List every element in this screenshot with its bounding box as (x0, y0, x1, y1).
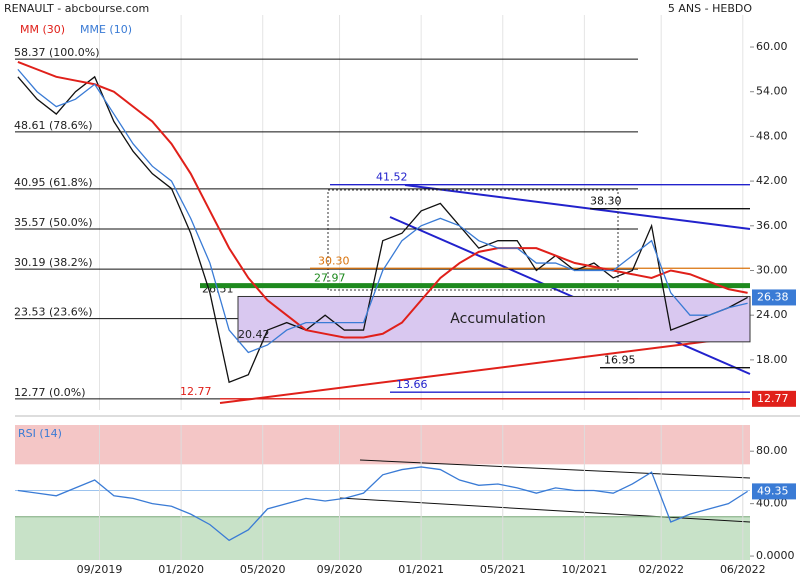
fib-label: 35.57 (50.0%) (14, 216, 93, 229)
level-label: 27.97 (314, 272, 346, 285)
range-box (327, 189, 619, 291)
overbought-zone (15, 425, 750, 465)
level-label: 12.77 (180, 385, 212, 398)
x-tick-label: 10/2021 (562, 563, 608, 576)
x-tick-label: 05/2020 (240, 563, 286, 576)
series-line (17, 466, 748, 542)
chart-subtitle: 5 ANS - HEBDO (668, 2, 752, 15)
level-label: 41.52 (376, 171, 408, 184)
x-tick-label: 01/2020 (158, 563, 204, 576)
level-label: 16.95 (604, 354, 636, 367)
x-tick-label: 05/2021 (480, 563, 526, 576)
level-label: 30.30 (318, 254, 350, 267)
y-tick-label: 80.00 (756, 444, 788, 457)
fib-label: 48.61 (78.6%) (14, 119, 93, 132)
x-tick-label: 02/2022 (638, 563, 684, 576)
fib-label: 12.77 (0.0%) (14, 386, 86, 399)
series-line (17, 68, 748, 354)
x-tick-label: 09/2020 (317, 563, 363, 576)
y-tick-label: 0.0000 (756, 549, 795, 562)
y-tick-label: 24.00 (756, 308, 788, 321)
y-tick-label: 18.00 (756, 353, 788, 366)
y-tick-label: 36.00 (756, 219, 788, 232)
y-tick-label: 42.00 (756, 174, 788, 187)
trend-line (389, 216, 751, 375)
y-tick-label: 54.00 (756, 85, 788, 98)
panel-title: RSI (14) (18, 427, 62, 440)
y-tick-label: 60.00 (756, 40, 788, 53)
level-label: 13.66 (396, 378, 428, 391)
fib-label: 23.53 (23.6%) (14, 306, 93, 319)
x-tick-label: 09/2019 (77, 563, 123, 576)
x-tick-label: 06/2022 (720, 563, 766, 576)
trend-line (404, 184, 751, 230)
oversold-zone (15, 516, 750, 560)
last-value-tag (752, 483, 796, 500)
level-label: 38.30 (590, 195, 622, 208)
trend-line (359, 459, 751, 479)
fib-label: 30.19 (38.2%) (14, 256, 93, 269)
chart-title: RENAULT - abcbourse.com (4, 2, 149, 15)
y-tick-label: 30.00 (756, 263, 788, 276)
y-tick-label: 40.00 (756, 497, 788, 510)
level-label: 20.42 (238, 328, 270, 341)
legend-mm: MM (30) (20, 23, 65, 36)
last-value-tag (752, 289, 796, 306)
legend-mme: MME (10) (80, 23, 132, 36)
accumulation-label: Accumulation (450, 311, 545, 327)
y-tick-label: 48.00 (756, 129, 788, 142)
trend-line (219, 335, 751, 404)
price-tag-label: 12.77 (757, 392, 789, 405)
fib-label: 58.37 (100.0%) (14, 46, 100, 59)
x-tick-label: 01/2021 (398, 563, 444, 576)
last-value-label: 49.35 (757, 484, 789, 497)
fib-label: 40.95 (61.8%) (14, 176, 93, 189)
price-tag (752, 390, 796, 407)
last-value-label: 26.38 (757, 290, 789, 303)
series-line (17, 60, 748, 339)
